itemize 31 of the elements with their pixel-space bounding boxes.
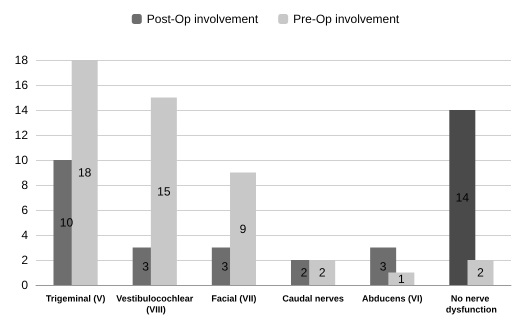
legend-label: Post-Op involvement — [146, 12, 259, 26]
data-label: 18 — [78, 166, 92, 180]
x-tick-label: Trigeminal (V) — [46, 294, 106, 304]
y-tick-label: 10 — [14, 153, 28, 167]
data-label: 14 — [456, 190, 470, 204]
y-tick-label: 6 — [21, 203, 28, 217]
y-tick-label: 16 — [14, 78, 28, 92]
data-label: 9 — [240, 222, 247, 236]
y-tick-label: 12 — [14, 128, 28, 142]
x-tick-label: Abducens (VI) — [362, 294, 423, 304]
legend-label: Pre-Op involvement — [293, 12, 400, 26]
y-tick-label: 8 — [21, 178, 28, 192]
data-label: 2 — [318, 266, 326, 280]
y-tick-label: 2 — [21, 253, 28, 267]
data-label: 2 — [477, 266, 484, 280]
data-label: 3 — [380, 259, 387, 274]
y-tick-label: 4 — [21, 228, 28, 242]
x-tick-label: No nerve dysfunction — [446, 294, 497, 314]
data-label: 1 — [398, 272, 406, 286]
y-tick-label: 14 — [14, 103, 28, 117]
data-label: 2 — [300, 266, 308, 280]
bar — [388, 272, 414, 285]
y-tick-label: 18 — [14, 53, 28, 67]
data-label: 15 — [157, 184, 171, 198]
x-tick-label: Vestibulocochlear (VIII) — [116, 294, 194, 314]
y-tick-label: 0 — [21, 278, 28, 292]
data-label: 3 — [221, 259, 228, 274]
data-label: 3 — [142, 259, 150, 274]
x-tick-label: Caudal nerves — [282, 294, 344, 304]
x-tick-label: Facial (VII) — [211, 294, 256, 304]
bar — [449, 110, 476, 285]
